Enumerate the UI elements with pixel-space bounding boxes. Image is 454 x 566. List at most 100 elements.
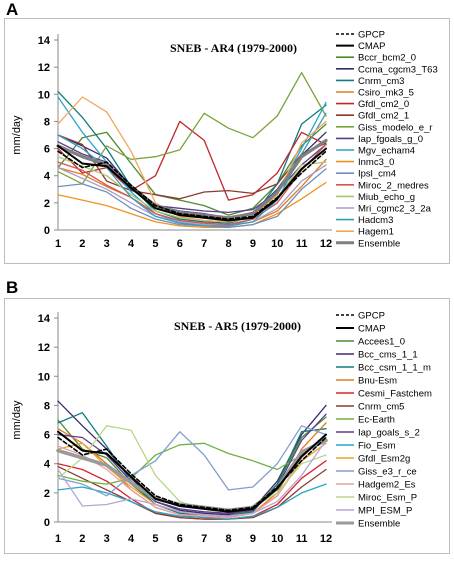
series-line-cmap [57, 144, 327, 222]
y-tick-label: 2 [44, 198, 50, 210]
x-tick-label: 6 [177, 238, 183, 250]
legend-entry: Giss_modelo_e_r [358, 122, 432, 133]
x-tick-label: 4 [128, 238, 135, 250]
series-line-mpi-esm-p [57, 439, 327, 517]
y-tick-label: 2 [44, 488, 50, 500]
legend-entry: Ec-Earth [358, 415, 395, 426]
x-tick-label: 9 [250, 533, 256, 545]
legend-entry: Cesmi_Fastchem [358, 389, 432, 400]
series-line-giss-e3-r-ce [57, 425, 327, 497]
x-tick-label: 11 [296, 533, 308, 545]
series-line-giss-modelo-e-r [57, 71, 327, 185]
legend-entry: Iap_goals_s_2 [358, 428, 420, 439]
y-tick-label: 12 [38, 62, 50, 74]
legend-entry: MPI_ESM_P [358, 506, 412, 517]
y-tick-label: 8 [44, 116, 50, 128]
legend-entry: Miub_echo_g [358, 192, 415, 203]
x-tick-label: 7 [201, 533, 207, 545]
legend-entry: Bnu-Esm [358, 376, 397, 387]
legend-entry: CMAP [358, 41, 385, 52]
legend-entry: CMAP [358, 324, 385, 335]
legend-entry: Csiro_mk3_5 [358, 88, 414, 99]
panel-letter-a: A [6, 0, 19, 19]
legend-entry: Bccr_bcm2_0 [358, 53, 416, 64]
y-tick-label: 14 [38, 35, 51, 47]
x-tick-label: 3 [104, 238, 110, 250]
legend-entry: GPCP [358, 311, 385, 322]
legend-entry: Cnrm_cm3 [358, 76, 404, 87]
x-tick-label: 2 [79, 238, 85, 250]
x-tick-label: 1 [55, 238, 61, 250]
series-line-ccma-cgcm3-t63 [57, 131, 327, 219]
x-tick-label: 6 [177, 533, 183, 545]
x-tick-label: 10 [271, 238, 283, 250]
y-tick-label: 12 [38, 342, 50, 354]
legend-entry: Miroc_Esm_P [358, 493, 417, 504]
legend-entry: Ipsl_cm4 [358, 169, 396, 180]
legend-entry: Giss_e3_r_ce [358, 467, 417, 478]
x-tick-label: 8 [225, 533, 231, 545]
y-tick-label: 8 [44, 400, 50, 412]
legend-entry: Hagem1 [358, 227, 394, 238]
series-line-cmap [57, 430, 327, 513]
legend-entry: Miroc_2_medres [358, 180, 429, 191]
x-tick-label: 12 [320, 238, 332, 250]
series-line-miroc-2-medres [57, 143, 327, 226]
legend-entry: Gfdl_cm2_0 [358, 99, 409, 110]
y-tick-label: 6 [44, 430, 50, 442]
x-tick-label: 3 [104, 533, 110, 545]
legend-entry: GPCP [358, 30, 385, 41]
y-tick-label: 0 [44, 517, 50, 529]
x-tick-label: 5 [152, 533, 158, 545]
series-line-cnrm-cm3 [57, 90, 327, 224]
legend-entry: Cnrm_cm5 [358, 402, 404, 413]
legend-entry: Ensemble [358, 519, 400, 530]
legend-entry: Inmc3_0 [358, 157, 394, 168]
series-line-hadgem2-es [57, 433, 327, 519]
series-line-bcc-cms-1-1 [57, 400, 327, 516]
x-tick-label: 12 [320, 533, 332, 545]
legend-entry: Gfdl_cm2_1 [358, 111, 409, 122]
x-tick-label: 9 [250, 238, 256, 250]
legend-entry: Bcc_cms_1_1 [358, 350, 418, 361]
x-tick-label: 8 [225, 238, 231, 250]
series-line-fio-esm [57, 483, 327, 520]
x-tick-label: 5 [152, 238, 158, 250]
legend-entry: Mgv_echam4 [358, 146, 415, 157]
series-line-cnrm-cm5 [57, 465, 327, 520]
x-tick-label: 1 [55, 533, 61, 545]
y-axis-label: mm/day [11, 115, 23, 155]
legend-entry: Ccma_cgcm3_T63 [358, 64, 438, 75]
legend-entry: Hadgem2_Es [358, 480, 416, 491]
x-tick-label: 11 [296, 238, 308, 250]
series-line-gfdl-cm2-1 [57, 134, 327, 200]
series-line-ipsl-cm4 [57, 168, 327, 228]
legend-entry: Accees1_0 [358, 337, 405, 348]
series-line-bcc-csm-1-1-m [57, 412, 327, 517]
y-tick-label: 14 [38, 313, 51, 325]
panel-letter-b: B [6, 278, 19, 297]
x-tick-label: 4 [128, 533, 135, 545]
x-tick-label: 10 [271, 533, 283, 545]
legend-entry: Fio_Esm [358, 441, 396, 452]
chart-title: SNEB - AR5 (1979-2000) [174, 319, 301, 333]
x-tick-label: 7 [201, 238, 207, 250]
y-tick-label: 6 [44, 144, 50, 156]
legend-entry: Gfdl_Esm2g [358, 454, 410, 465]
legend-entry: Ensemble [358, 238, 400, 249]
y-tick-label: 4 [44, 459, 51, 471]
series-line-mri-cgmc2-3-2a [57, 164, 327, 227]
y-tick-label: 10 [38, 371, 50, 383]
chart-title: SNEB - AR4 (1979-2000) [170, 41, 297, 55]
y-tick-label: 4 [44, 171, 51, 183]
series-line-bccr-bcm2-0 [57, 123, 327, 216]
y-axis-label: mm/day [11, 400, 23, 440]
legend-entry: Hadcm3 [358, 215, 393, 226]
legend-entry: Iap_fgoals_g_0 [358, 134, 423, 145]
y-tick-label: 0 [44, 225, 50, 237]
legend-entry: Mri_cgmc2_3_2a [358, 204, 432, 215]
y-tick-label: 10 [38, 89, 50, 101]
